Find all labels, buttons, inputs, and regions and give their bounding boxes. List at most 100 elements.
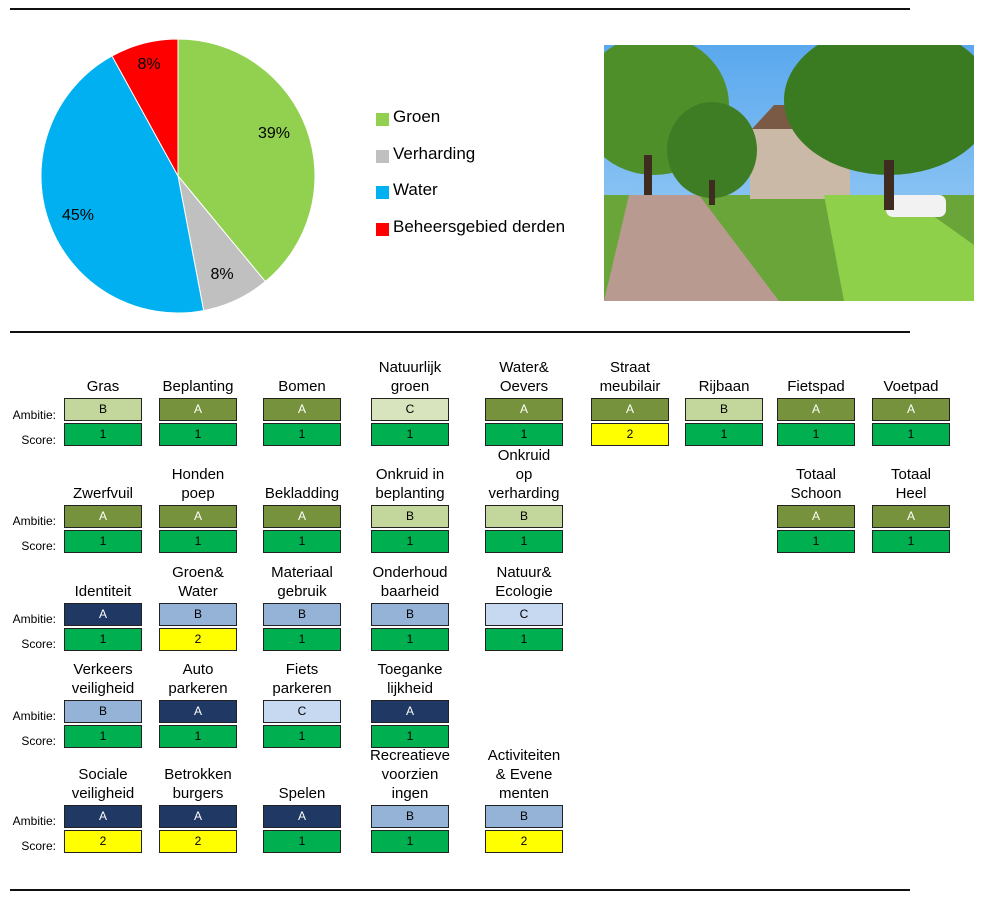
score-cell: 1 (263, 725, 341, 748)
ambitie-label: Ambitie: (12, 514, 56, 528)
pie-data-label: 45% (62, 207, 94, 224)
legend-swatch (376, 113, 389, 126)
score-cell: 1 (159, 423, 237, 446)
score-cell: 1 (263, 423, 341, 446)
metric-title: Water& Oevers (499, 359, 549, 395)
score-cell: 1 (64, 725, 142, 748)
score-cell: 1 (872, 530, 950, 553)
pie-data-label: 8% (210, 266, 233, 283)
ambitie-cell: A (263, 805, 341, 828)
pie-data-label: 39% (258, 125, 290, 142)
ambitie-cell: B (485, 805, 563, 828)
metric-title: Auto parkeren (168, 661, 228, 697)
pie-chart: 39% 8% 45% 8% (40, 38, 316, 314)
legend-label: Groen (393, 107, 441, 126)
top-rule (10, 8, 910, 10)
ambitie-cell: A (159, 805, 237, 828)
ambitie-cell: A (159, 700, 237, 723)
score-cell: 1 (64, 423, 142, 446)
metric-title: Toeganke lijkheid (377, 661, 443, 697)
pie-data-label: 8% (137, 56, 160, 73)
metric-title: Verkeers veiligheid (71, 661, 135, 697)
metric-title: Rijbaan (698, 378, 750, 395)
ambitie-cell: B (371, 603, 449, 626)
score-cell: 1 (777, 530, 855, 553)
metric-title: Onkruid op verharding (488, 447, 560, 502)
metric-title: Materiaal gebruik (271, 564, 333, 600)
pie-slice-groen (177, 38, 316, 283)
metric-title: Bekladding (264, 485, 340, 502)
ambitie-cell: A (777, 398, 855, 421)
legend-swatch (376, 186, 389, 199)
ambitie-cell: A (777, 505, 855, 528)
ambitie-cell: A (159, 398, 237, 421)
pie-slice-beheersgebied-derden (111, 38, 179, 177)
street-photo (604, 45, 974, 301)
ambitie-cell: A (591, 398, 669, 421)
score-cell: 2 (591, 423, 669, 446)
ambitie-cell: B (685, 398, 763, 421)
ambitie-cell: B (485, 505, 563, 528)
ambitie-label: Ambitie: (12, 709, 56, 723)
score-label: Score: (21, 433, 56, 447)
ambitie-cell: A (159, 505, 237, 528)
metric-title: Natuurlijk groen (378, 359, 442, 395)
ambitie-cell: B (371, 505, 449, 528)
score-cell: 2 (485, 830, 563, 853)
score-cell: 2 (159, 830, 237, 853)
score-cell: 1 (64, 530, 142, 553)
score-cell: 1 (263, 628, 341, 651)
score-label: Score: (21, 637, 56, 651)
score-cell: 1 (263, 830, 341, 853)
legend-label: Beheersgebied derden (393, 216, 566, 236)
score-cell: 1 (485, 628, 563, 651)
legend-swatch (376, 149, 389, 163)
metric-title: Fietspad (787, 378, 845, 395)
ambitie-cell: A (64, 805, 142, 828)
metric-title: Fiets parkeren (272, 661, 332, 697)
ambitie-cell: C (371, 398, 449, 421)
score-cell: 1 (485, 423, 563, 446)
metric-title: Betrokken burgers (164, 766, 232, 802)
score-label: Score: (21, 734, 56, 748)
legend-label: Water (393, 180, 438, 199)
metric-title: Recreatieve voorzien ingen (369, 747, 451, 802)
score-cell: 1 (159, 725, 237, 748)
score-cell: 2 (64, 830, 142, 853)
metric-title: Identiteit (74, 583, 132, 600)
score-cell: 1 (371, 423, 449, 446)
bottom-rule (10, 889, 910, 891)
score-cell: 1 (371, 830, 449, 853)
ambitie-cell: A (64, 603, 142, 626)
score-label: Score: (21, 539, 56, 553)
metric-title: Honden poep (171, 466, 225, 502)
score-cell: 1 (485, 530, 563, 553)
metric-title: Activiteiten & Evene menten (487, 747, 561, 802)
score-cell: 1 (777, 423, 855, 446)
score-cell: 1 (685, 423, 763, 446)
ambitie-label: Ambitie: (12, 612, 56, 626)
ambitie-cell: B (159, 603, 237, 626)
ambitie-cell: A (872, 505, 950, 528)
ambitie-label: Ambitie: (12, 814, 56, 828)
ambitie-cell: C (485, 603, 563, 626)
metric-title: Sociale veiligheid (71, 766, 135, 802)
metric-title: Spelen (278, 785, 326, 802)
metric-title: Voetpad (883, 378, 939, 395)
score-label: Score: (21, 839, 56, 853)
ambitie-cell: B (64, 700, 142, 723)
score-cell: 1 (371, 725, 449, 748)
ambitie-cell: A (263, 505, 341, 528)
metric-title: Gras (86, 378, 120, 395)
score-cell: 1 (371, 628, 449, 651)
score-cell: 1 (872, 423, 950, 446)
score-cell: 1 (64, 628, 142, 651)
middle-rule (10, 331, 910, 333)
metric-title: Beplanting (162, 378, 234, 395)
legend-swatch (376, 222, 389, 236)
metric-title: Bomen (278, 378, 326, 395)
ambitie-cell: A (64, 505, 142, 528)
metric-title: Straat meubilair (599, 359, 661, 395)
ambitie-label: Ambitie: (12, 408, 56, 422)
metric-title: Totaal Heel (890, 466, 932, 502)
